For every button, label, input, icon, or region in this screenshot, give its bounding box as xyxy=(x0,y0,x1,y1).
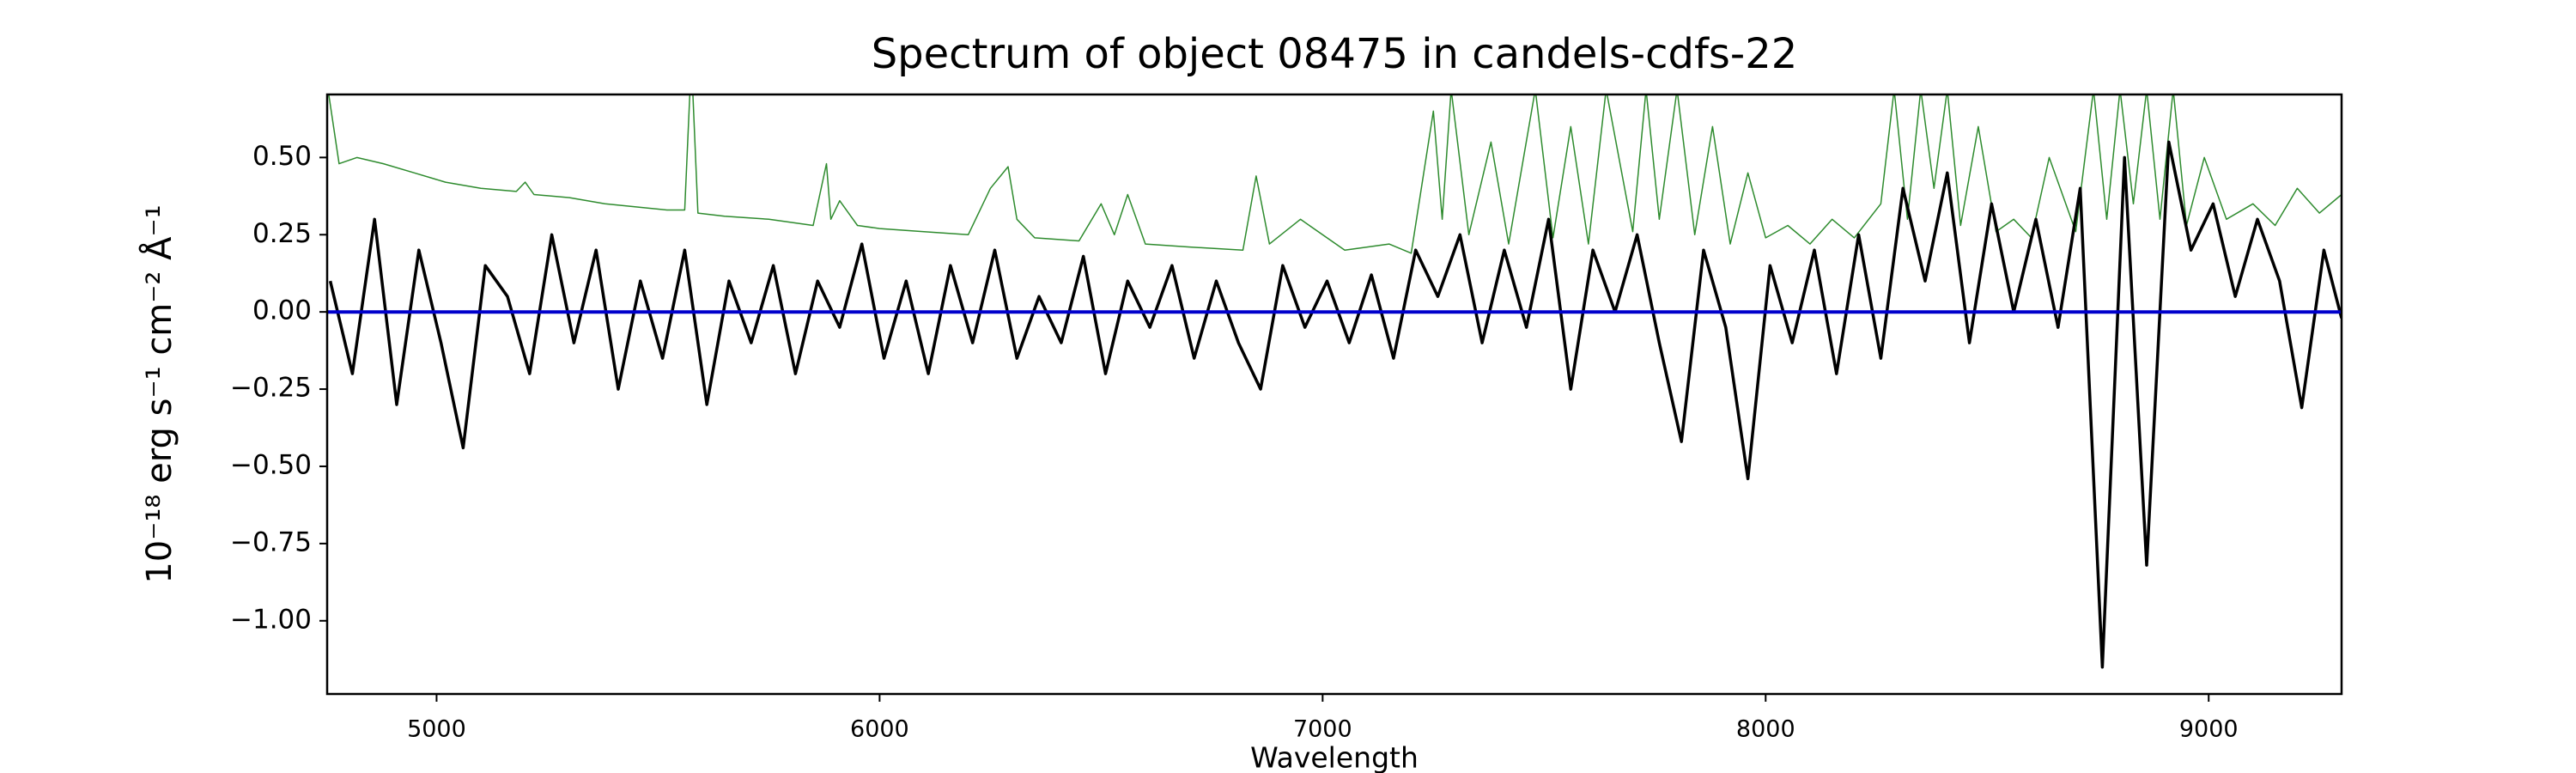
x-tick-label: 7000 xyxy=(1293,716,1352,743)
x-tick-label: 5000 xyxy=(407,716,466,743)
y-tick-label: 0.00 xyxy=(252,295,312,326)
plot-lines xyxy=(327,94,2342,669)
x-axis-label: Wavelength xyxy=(1250,741,1419,773)
y-tick-label: 0.25 xyxy=(252,218,312,249)
y-tick-label: −0.50 xyxy=(230,449,312,480)
y-tick-label: −0.25 xyxy=(230,373,312,404)
y-axis-label: 10⁻¹⁸ erg s⁻¹ cm⁻² Å⁻¹ xyxy=(138,204,179,583)
x-tick-label: 9000 xyxy=(2179,716,2239,743)
plot-frame xyxy=(325,93,2343,696)
y-tick-label: −1.00 xyxy=(230,604,312,635)
spectrum-line xyxy=(328,94,2342,254)
x-tick-label: 8000 xyxy=(1736,716,1795,743)
x-tick-label: 6000 xyxy=(850,716,909,743)
y-tick-label: −0.75 xyxy=(230,526,312,557)
y-tick-label: 0.50 xyxy=(252,141,312,172)
spectrum-line xyxy=(328,140,2342,669)
chart-title: Spectrum of object 08475 in candels-cdfs… xyxy=(872,30,1798,78)
